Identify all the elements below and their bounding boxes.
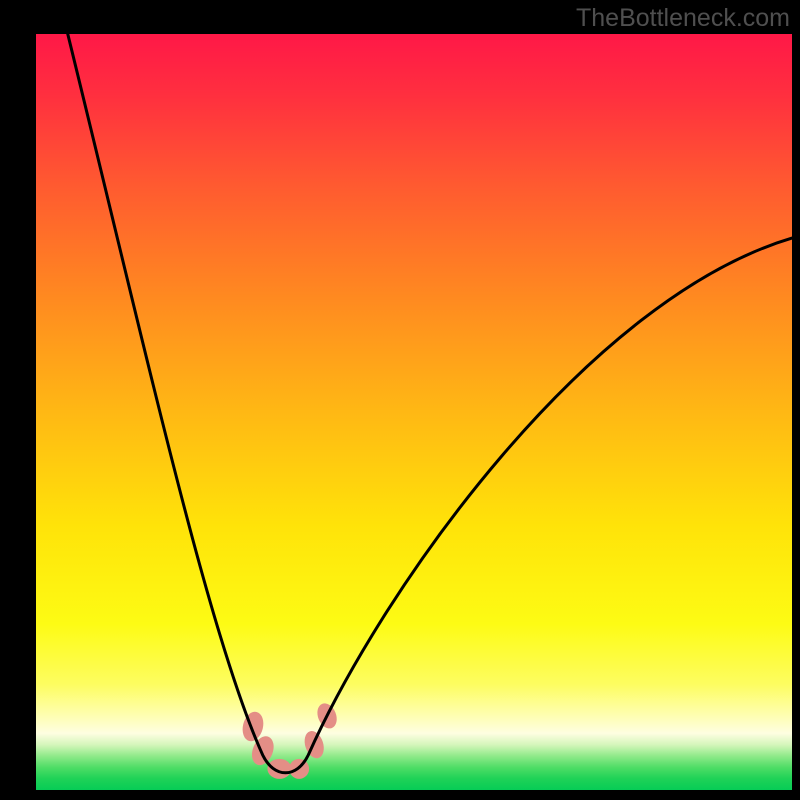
chart-svg (0, 0, 800, 800)
plot-gradient-background (36, 34, 792, 790)
watermark-text: TheBottleneck.com (576, 4, 790, 33)
stage: TheBottleneck.com (0, 0, 800, 800)
